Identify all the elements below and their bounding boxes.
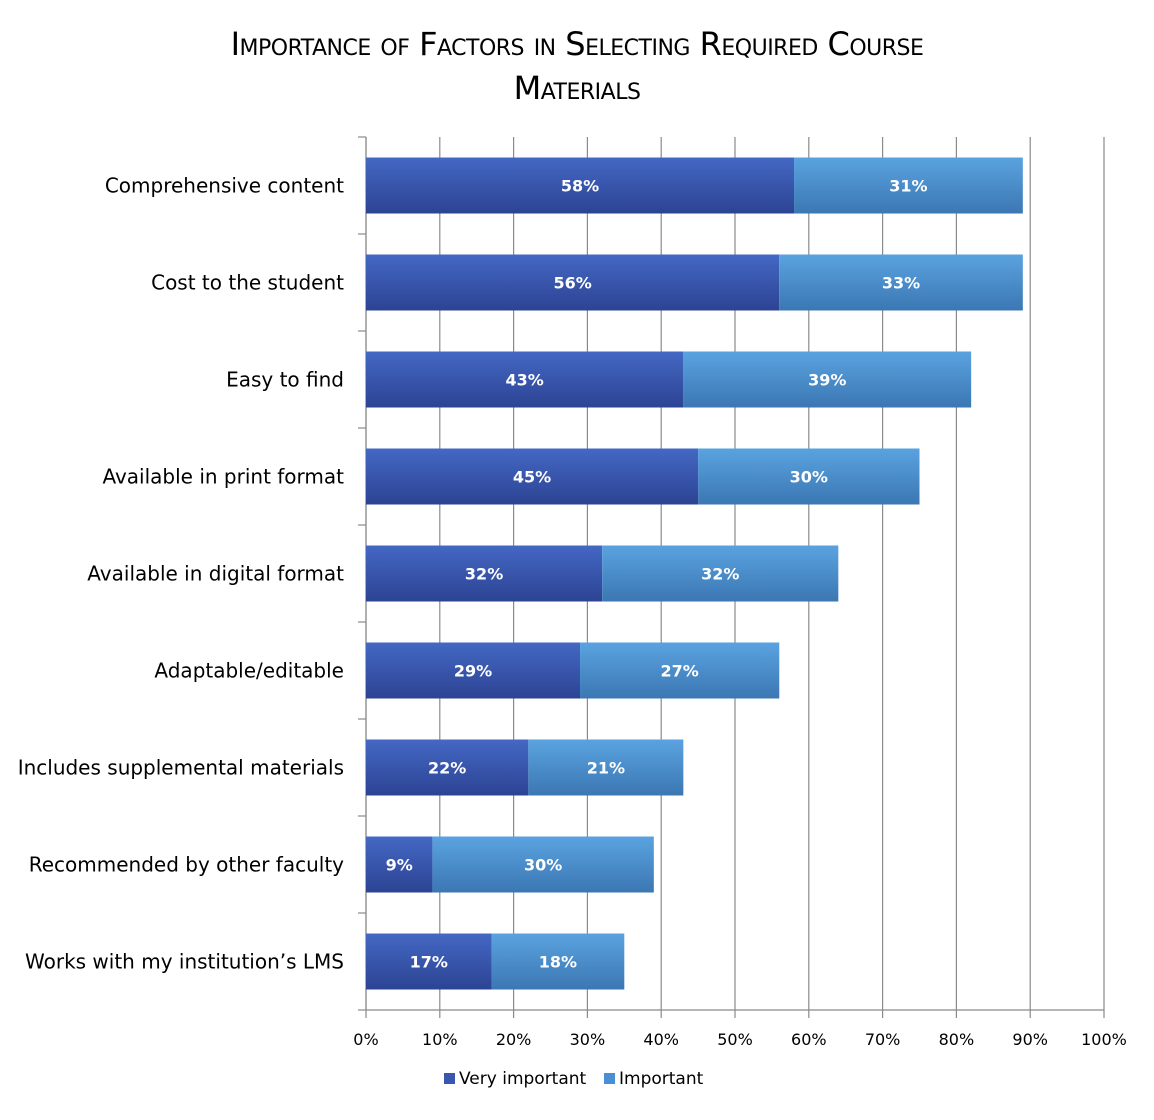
category-label: Includes supplemental materials [18,756,344,780]
data-label: 58% [561,177,599,196]
x-tick-label: 0% [353,1030,378,1049]
data-label: 27% [661,662,699,681]
x-tick-label: 30% [570,1030,606,1049]
data-label: 30% [524,856,562,875]
data-label: 18% [539,953,577,972]
bar-segment [366,157,795,214]
bar-segment [602,545,839,602]
bar-segment [528,739,684,796]
data-label: 29% [454,662,492,681]
x-tick-label: 70% [865,1030,901,1049]
bar-segment [366,836,433,893]
legend-label: Very important [459,1069,587,1089]
data-label: 22% [428,759,466,778]
x-tick-label: 80% [939,1030,975,1049]
data-label: 43% [506,371,544,390]
bar-segment [432,836,654,893]
category-label: Easy to find [226,368,344,392]
data-label: 17% [410,953,448,972]
bar-segment [366,933,492,990]
category-label: Cost to the student [151,271,344,295]
bar-segment [698,448,920,505]
data-label: 21% [587,759,625,778]
bar-segment [580,642,780,699]
legend-label: Important [619,1069,704,1089]
bar-segment [779,254,1023,311]
data-label: 56% [553,274,591,293]
category-label: Adaptable/editable [154,659,344,683]
bar-segment [366,739,529,796]
x-tick-label: 50% [717,1030,753,1049]
category-label: Available in digital format [87,562,344,586]
legend-swatch [604,1073,615,1084]
x-tick-label: 90% [1012,1030,1048,1049]
bar-segment [366,545,603,602]
chart-title-line-2: Materials [513,69,641,107]
x-tick-label: 60% [791,1030,827,1049]
bar-segment [366,254,780,311]
data-label: 33% [882,274,920,293]
data-label: 32% [465,565,503,584]
data-label: 9% [386,856,413,875]
data-label: 31% [889,177,927,196]
bar-segment [366,448,699,505]
category-label: Recommended by other faculty [29,853,344,877]
bar-segment [366,351,684,408]
x-tick-label: 10% [422,1030,458,1049]
bar-segment [683,351,972,408]
x-tick-label: 100% [1081,1030,1127,1049]
bar-segment [491,933,625,990]
data-label: 45% [513,468,551,487]
x-tick-label: 20% [496,1030,532,1049]
x-tick-label: 40% [643,1030,679,1049]
data-label: 32% [701,565,739,584]
category-label: Available in print format [102,465,344,489]
data-label: 39% [808,371,846,390]
legend-swatch [444,1073,455,1084]
chart-title-line-1: Importance of Factors in Selecting Requi… [230,25,924,63]
chart-title: Importance of Factors in Selecting Requi… [0,22,1154,110]
data-label: 30% [790,468,828,487]
bar-segment [794,157,1023,214]
bar-segment [366,642,581,699]
category-label: Comprehensive content [105,174,344,198]
category-label: Works with my institution’s LMS [25,950,344,974]
